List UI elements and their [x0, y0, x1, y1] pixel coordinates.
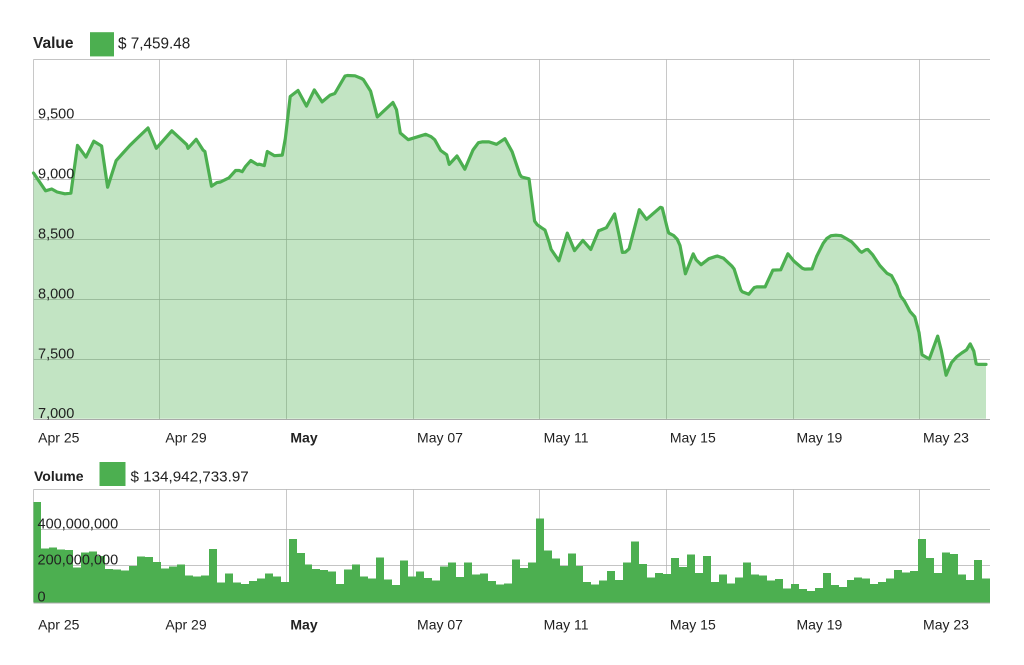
svg-text:$ 134,942,733.97: $ 134,942,733.97: [131, 469, 249, 486]
svg-text:May 07: May 07: [417, 430, 463, 446]
svg-text:May: May: [290, 430, 317, 446]
svg-text:$ 7,459.48: $ 7,459.48: [118, 36, 190, 53]
svg-text:May 11: May 11: [544, 617, 589, 633]
svg-text:Volume: Volume: [34, 468, 84, 484]
svg-text:Apr 25: Apr 25: [38, 430, 79, 446]
svg-text:8,500: 8,500: [38, 227, 74, 243]
svg-text:0: 0: [38, 589, 46, 605]
svg-text:May: May: [290, 617, 317, 633]
svg-text:May 23: May 23: [923, 430, 969, 446]
svg-text:May 23: May 23: [923, 617, 969, 633]
svg-text:May 19: May 19: [796, 617, 842, 633]
svg-text:May 15: May 15: [670, 617, 716, 633]
svg-text:Value: Value: [33, 35, 74, 52]
svg-text:May 15: May 15: [670, 430, 716, 446]
svg-text:Apr 29: Apr 29: [165, 430, 206, 446]
svg-text:400,000,000: 400,000,000: [38, 517, 119, 533]
svg-text:May 07: May 07: [417, 617, 463, 633]
svg-text:7,000: 7,000: [38, 406, 74, 422]
svg-text:May 11: May 11: [544, 430, 589, 446]
svg-text:200,000,000: 200,000,000: [38, 553, 119, 569]
svg-text:7,500: 7,500: [38, 347, 74, 363]
svg-text:Apr 25: Apr 25: [38, 617, 79, 633]
svg-text:8,000: 8,000: [38, 287, 74, 303]
svg-text:9,500: 9,500: [38, 107, 74, 123]
svg-text:Apr 29: Apr 29: [165, 617, 206, 633]
svg-text:9,000: 9,000: [38, 167, 74, 183]
svg-text:May 19: May 19: [796, 430, 842, 446]
